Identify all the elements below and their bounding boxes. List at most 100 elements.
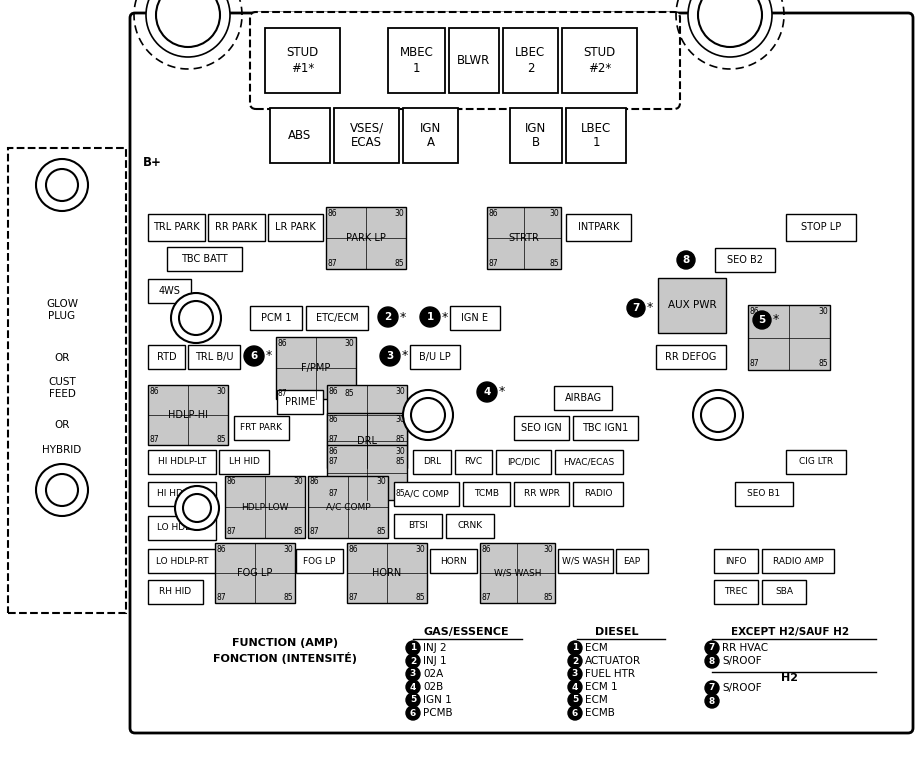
Text: ECM: ECM [584, 695, 607, 705]
Bar [403, 108, 458, 163]
Text: 6: 6 [572, 708, 577, 718]
Text: *: * [400, 310, 406, 323]
Text: 2: 2 [384, 312, 391, 322]
Circle shape [403, 390, 452, 440]
Bar [562, 28, 636, 93]
Text: S/ROOF: S/ROOF [721, 656, 761, 666]
Circle shape [700, 398, 734, 432]
Text: HI HDLP-RT: HI HDLP-RT [157, 490, 207, 498]
Bar [761, 580, 805, 604]
Text: 86: 86 [329, 414, 338, 424]
Bar [277, 390, 323, 414]
Text: *: * [266, 350, 272, 363]
Circle shape [183, 494, 210, 522]
Text: 4: 4 [409, 682, 415, 691]
Circle shape [567, 654, 582, 668]
Text: 30: 30 [395, 414, 404, 424]
Circle shape [171, 293, 221, 343]
Text: AUX PWR: AUX PWR [667, 300, 716, 310]
Text: TRL B/U: TRL B/U [195, 352, 233, 362]
Text: TREC: TREC [723, 588, 747, 597]
Text: 87: 87 [278, 389, 288, 397]
Bar [346, 543, 426, 603]
Text: IPC/DIC: IPC/DIC [506, 457, 539, 467]
Circle shape [676, 251, 694, 269]
Text: CUST
FEED: CUST FEED [48, 377, 75, 399]
Bar [413, 450, 450, 474]
Text: FOG LP: FOG LP [303, 557, 335, 565]
Text: 85: 85 [394, 259, 403, 267]
Bar [250, 306, 301, 330]
Text: INFO: INFO [724, 557, 746, 565]
Circle shape [380, 346, 400, 366]
Circle shape [704, 641, 719, 655]
Text: *: * [772, 313, 778, 326]
Text: 87: 87 [489, 259, 498, 267]
Text: W/S WASH: W/S WASH [494, 568, 540, 578]
Circle shape [687, 0, 771, 57]
Bar [265, 28, 340, 93]
Circle shape [36, 464, 88, 516]
Text: 3: 3 [410, 669, 415, 678]
Circle shape [46, 169, 78, 201]
Text: RVC: RVC [464, 457, 482, 467]
Text: 86: 86 [489, 209, 498, 217]
Text: LBEC
2: LBEC 2 [515, 46, 545, 75]
Bar [296, 549, 343, 573]
Text: FRT PARK: FRT PARK [240, 424, 282, 433]
Text: 30: 30 [395, 447, 404, 456]
Text: FOG LP: FOG LP [237, 568, 272, 578]
Circle shape [567, 680, 582, 694]
Bar [514, 416, 568, 440]
Text: 86: 86 [329, 387, 338, 396]
Text: OR: OR [54, 353, 70, 363]
Bar [148, 214, 205, 241]
Bar [509, 108, 562, 163]
Text: SEO IGN: SEO IGN [520, 423, 562, 433]
Text: 85: 85 [543, 592, 552, 601]
Text: PCMB: PCMB [423, 708, 452, 718]
Text: 86: 86 [278, 339, 288, 347]
Text: HDLP-HI: HDLP-HI [168, 410, 208, 420]
Text: 85: 85 [414, 592, 425, 601]
Text: FUEL HTR: FUEL HTR [584, 669, 634, 679]
Text: INJ 2: INJ 2 [423, 643, 446, 653]
Text: TCMB: TCMB [473, 490, 498, 498]
Bar [558, 549, 612, 573]
Text: 86: 86 [328, 209, 337, 217]
Text: 87: 87 [310, 527, 319, 537]
Bar [565, 214, 630, 241]
Text: SEO B2: SEO B2 [726, 255, 762, 265]
Text: 86: 86 [227, 477, 236, 487]
Bar [495, 450, 550, 474]
Text: 5: 5 [757, 315, 765, 325]
Text: *: * [441, 310, 448, 323]
Text: 30: 30 [394, 209, 403, 217]
Text: LR PARK: LR PARK [275, 223, 315, 233]
Text: EAP: EAP [623, 557, 640, 565]
Text: HORN: HORN [439, 557, 466, 565]
Text: 5: 5 [572, 695, 577, 705]
Bar [455, 450, 492, 474]
Bar [446, 514, 494, 538]
Text: RH HID: RH HID [159, 588, 191, 597]
Text: 85: 85 [216, 434, 226, 444]
Circle shape [46, 474, 78, 506]
Text: 85: 85 [395, 490, 404, 498]
Text: 86: 86 [482, 544, 491, 554]
Bar [657, 278, 725, 333]
Text: 85: 85 [344, 389, 354, 397]
Text: PARK LP: PARK LP [346, 233, 385, 243]
Bar [655, 345, 725, 369]
Text: RR PARK: RR PARK [215, 223, 257, 233]
Bar [326, 413, 406, 468]
Text: W/S WASH: W/S WASH [562, 557, 608, 565]
Bar [148, 549, 216, 573]
Text: STUD
#2*: STUD #2* [583, 46, 615, 75]
Circle shape [567, 667, 582, 681]
Text: FONCTION (INTENSITÉ): FONCTION (INTENSITÉ) [213, 652, 357, 664]
Text: GLOW
PLUG: GLOW PLUG [46, 300, 78, 321]
Text: RR WPR: RR WPR [523, 490, 559, 498]
Bar [734, 482, 792, 506]
Bar [148, 450, 216, 474]
